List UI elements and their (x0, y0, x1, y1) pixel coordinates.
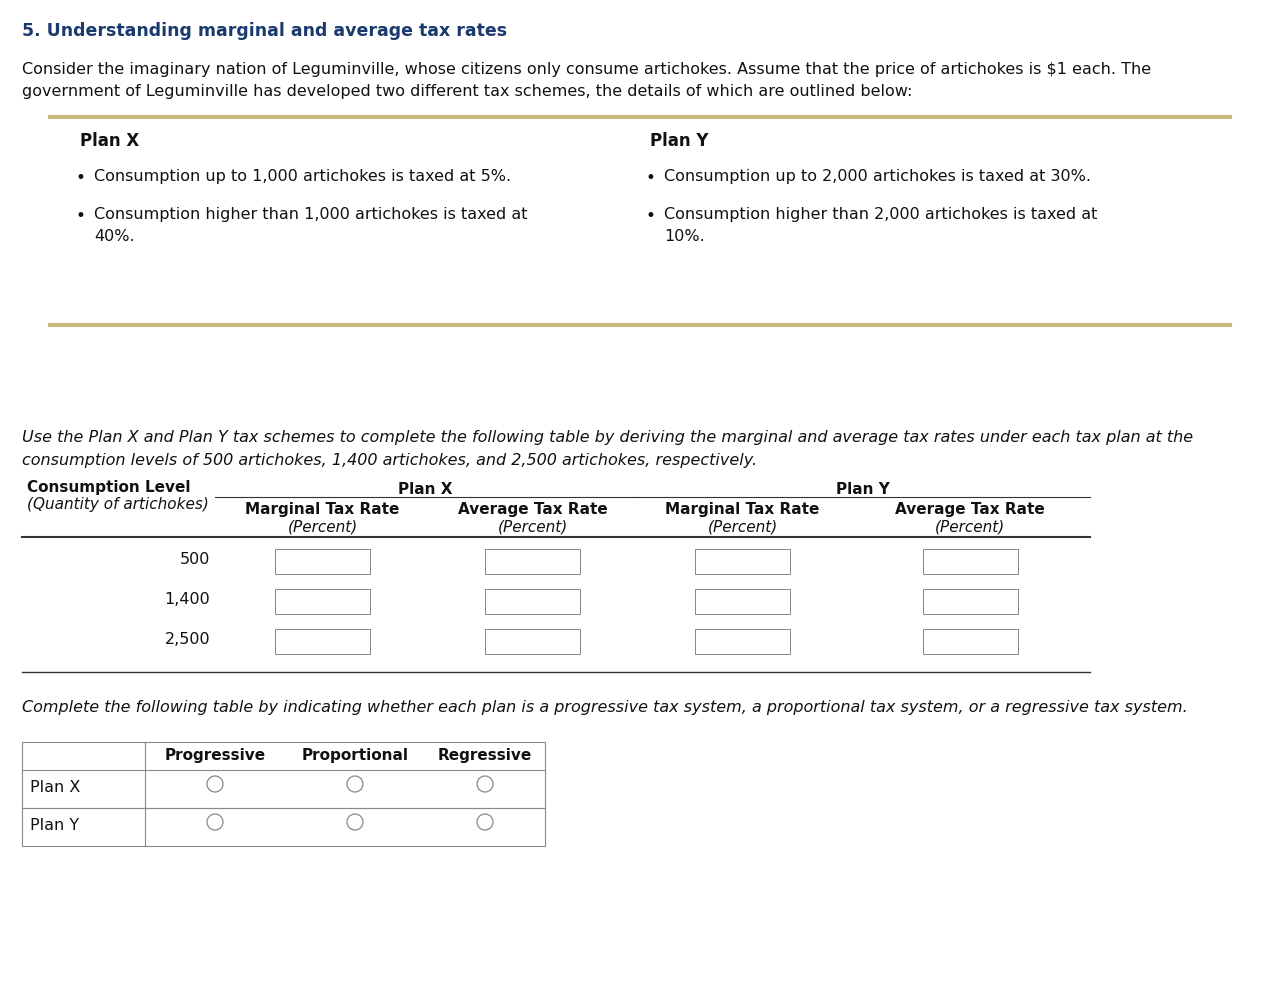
Text: 500: 500 (179, 552, 209, 567)
Bar (923, 549, 1017, 574)
Text: Consider the imaginary nation of Leguminville, whose citizens only consume artic: Consider the imaginary nation of Legumin… (21, 62, 1151, 77)
Text: Plan Y: Plan Y (835, 482, 890, 497)
Bar (275, 549, 370, 574)
Text: •: • (74, 169, 85, 187)
Text: Plan X: Plan X (398, 482, 452, 497)
Text: •: • (645, 207, 655, 225)
Text: (Percent): (Percent) (708, 520, 777, 535)
Text: Plan X: Plan X (80, 132, 139, 150)
Bar (695, 549, 790, 574)
Text: 40%.: 40%. (93, 229, 135, 244)
Bar (275, 629, 370, 654)
Text: Complete the following table by indicating whether each plan is a progressive ta: Complete the following table by indicati… (21, 700, 1188, 715)
Text: (Quantity of artichokes): (Quantity of artichokes) (27, 497, 209, 512)
Bar (923, 629, 1017, 654)
Text: Proportional: Proportional (302, 748, 409, 763)
Text: Consumption higher than 2,000 artichokes is taxed at: Consumption higher than 2,000 artichokes… (664, 207, 1098, 222)
Text: consumption levels of 500 artichokes, 1,400 artichokes, and 2,500 artichokes, re: consumption levels of 500 artichokes, 1,… (21, 453, 757, 468)
Text: Consumption higher than 1,000 artichokes is taxed at: Consumption higher than 1,000 artichokes… (93, 207, 528, 222)
Text: (Percent): (Percent) (288, 520, 357, 535)
Text: Use the Plan X and Plan Y tax schemes to complete the following table by derivin: Use the Plan X and Plan Y tax schemes to… (21, 430, 1193, 445)
Text: 5. Understanding marginal and average tax rates: 5. Understanding marginal and average ta… (21, 22, 507, 40)
Text: Plan Y: Plan Y (650, 132, 708, 150)
Text: Marginal Tax Rate: Marginal Tax Rate (245, 502, 400, 517)
Text: government of Leguminville has developed two different tax schemes, the details : government of Leguminville has developed… (21, 84, 912, 99)
Bar (695, 629, 790, 654)
Bar (695, 589, 790, 614)
Text: 10%.: 10%. (664, 229, 704, 244)
Text: Consumption up to 1,000 artichokes is taxed at 5%.: Consumption up to 1,000 artichokes is ta… (93, 169, 511, 184)
Text: •: • (645, 169, 655, 187)
Text: Marginal Tax Rate: Marginal Tax Rate (665, 502, 820, 517)
Text: Plan Y: Plan Y (30, 818, 80, 833)
Bar (485, 589, 581, 614)
Text: (Percent): (Percent) (497, 520, 568, 535)
Text: Consumption Level: Consumption Level (27, 480, 191, 495)
Bar (275, 589, 370, 614)
Text: (Percent): (Percent) (935, 520, 1005, 535)
Bar (485, 629, 581, 654)
Text: Consumption up to 2,000 artichokes is taxed at 30%.: Consumption up to 2,000 artichokes is ta… (664, 169, 1092, 184)
Text: Regressive: Regressive (438, 748, 533, 763)
Text: •: • (74, 207, 85, 225)
Bar (923, 589, 1017, 614)
Text: 2,500: 2,500 (164, 632, 209, 647)
Bar (21, 742, 545, 846)
Text: Average Tax Rate: Average Tax Rate (895, 502, 1045, 517)
Bar (485, 549, 581, 574)
Text: Progressive: Progressive (164, 748, 265, 763)
Text: 1,400: 1,400 (164, 592, 209, 607)
Text: Plan X: Plan X (30, 780, 81, 795)
Text: Average Tax Rate: Average Tax Rate (458, 502, 607, 517)
